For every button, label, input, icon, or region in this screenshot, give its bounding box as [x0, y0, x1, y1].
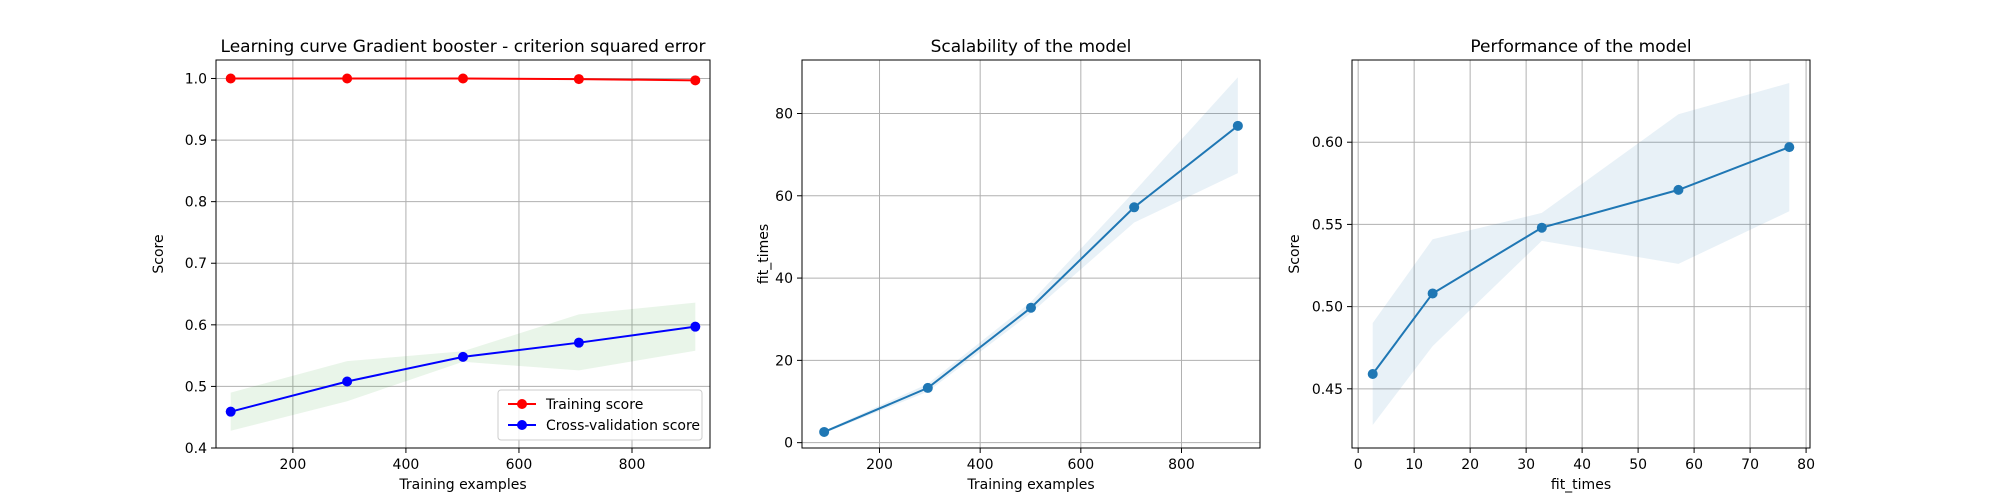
- scalability-x-tick-label: 400: [967, 457, 994, 473]
- learning-curve-series-1-point: [458, 351, 468, 362]
- performance-series-0-point: [1367, 369, 1378, 380]
- learning-curve-series-1-point: [225, 406, 236, 417]
- learning-curve-y-axis-label: Score: [151, 234, 167, 273]
- scalability-series-0-point: [819, 426, 830, 437]
- performance-axes-frame: [1351, 59, 1811, 449]
- learning-curve-y-tick-label: 0.8: [185, 195, 207, 211]
- learning-curve-series-1-point: [690, 321, 701, 332]
- scalability-x-axis-label: Training examples: [966, 477, 1094, 493]
- learning-curve-legend-label: Cross-validation score: [546, 418, 700, 434]
- performance-x-tick-label: 50: [1629, 457, 1647, 473]
- performance-chart: 0 10 20 30 40 50 60 70 80 0.45 0.50 0.55 0.60 Perform…: [1287, 37, 1815, 493]
- performance-x-tick-label: 30: [1517, 457, 1535, 473]
- scalability-series-0-point: [1026, 302, 1036, 313]
- performance-x-tick-label: 40: [1573, 457, 1591, 473]
- performance-series-0-point: [1673, 184, 1684, 195]
- performance-x-tick-label: 0: [1354, 457, 1363, 473]
- learning-curve-y-tick-label: 1.0: [185, 71, 207, 87]
- performance-y-tick-label: 0.60: [1312, 135, 1343, 151]
- performance-y-tick-label: 0.50: [1312, 300, 1343, 316]
- learning-curve-title: Learning curve Gradient booster - criter…: [221, 37, 706, 57]
- performance-x-tick-label: 10: [1405, 457, 1423, 473]
- learning-curve-legend: Training score Cross-validation score: [497, 389, 703, 441]
- learning-curve-series-1-point: [573, 337, 584, 348]
- learning-curve-x-tick-label: 800: [619, 457, 646, 473]
- scalability-series-0-point: [1129, 202, 1140, 213]
- performance-series-0-point: [1536, 222, 1547, 233]
- scalability-y-tick-label: 20: [775, 353, 793, 369]
- performance-x-tick-label: 60: [1685, 457, 1703, 473]
- performance-series-0-band: [1372, 83, 1790, 425]
- learning-curve-x-tick-label: 200: [280, 457, 307, 473]
- scalability-x-tick-label: 600: [1067, 457, 1094, 473]
- scalability-y-tick-label: 60: [775, 189, 793, 205]
- learning-curve-series-0-point: [342, 73, 353, 84]
- scalability-title: Scalability of the model: [931, 37, 1132, 57]
- learning-curve-series-0-point: [458, 73, 468, 84]
- learning-curve-chart: 200 400 600 800 0.4 0.5 0.6 0.7 0.8 0.9 1.0 Learnin…: [151, 37, 711, 493]
- learning-curve-y-tick-label: 0.6: [185, 318, 207, 334]
- learning-curve-x-tick-label: 400: [393, 457, 420, 473]
- learning-curve-series-0-point: [225, 73, 236, 84]
- scalability-y-tick-label: 40: [775, 271, 793, 287]
- performance-title: Performance of the model: [1470, 37, 1691, 57]
- performance-x-tick-label: 70: [1741, 457, 1759, 473]
- performance-series-0-point: [1784, 142, 1795, 153]
- performance-y-axis-label: Score: [1287, 234, 1303, 273]
- learning-curve-axes-frame: [215, 59, 711, 449]
- learning-curve-series-0-point: [690, 75, 701, 86]
- scalability-x-tick-label: 200: [866, 457, 893, 473]
- learning-curve-y-tick-label: 0.7: [185, 256, 207, 272]
- learning-curve-y-tick-label: 0.9: [185, 133, 207, 149]
- scalability-y-axis-label: fit_times: [756, 224, 772, 284]
- learning-curve-x-tick-label: 600: [506, 457, 533, 473]
- learning-curve-legend-label: Training score: [545, 397, 643, 413]
- scalability-y-tick-label: 80: [775, 106, 793, 122]
- scalability-axes-frame: [801, 59, 1261, 449]
- scalability-x-tick-label: 800: [1168, 457, 1195, 473]
- learning-curve-x-axis-label: Training examples: [398, 477, 526, 493]
- learning-curve-y-tick-label: 0.4: [185, 441, 207, 457]
- scalability-series-0-point: [922, 382, 933, 393]
- performance-y-tick-label: 0.55: [1312, 217, 1343, 233]
- scalability-series-0-point: [1232, 120, 1243, 131]
- scalability-series-0-band: [824, 77, 1238, 434]
- learning-curve-legend-swatch-marker: [517, 420, 527, 430]
- performance-x-axis-label: fit_times: [1551, 477, 1611, 493]
- learning-curve-series-0-point: [573, 74, 584, 85]
- performance-x-tick-label: 20: [1461, 457, 1479, 473]
- learning-curve-series-1-point: [342, 376, 353, 387]
- scalability-y-tick-label: 0: [784, 436, 793, 452]
- performance-y-tick-label: 0.45: [1312, 382, 1343, 398]
- performance-x-tick-label: 80: [1797, 457, 1815, 473]
- learning-curve-series-1-band: [230, 302, 696, 431]
- learning-curve-legend-box: [497, 389, 703, 441]
- scalability-chart: 200 400 600 800 0 20 40 60 80 Scalability of the …: [756, 37, 1261, 493]
- performance-series-0-point: [1427, 288, 1438, 299]
- learning-curve-y-tick-label: 0.5: [185, 379, 207, 395]
- learning-curve-legend-swatch-marker: [517, 399, 527, 409]
